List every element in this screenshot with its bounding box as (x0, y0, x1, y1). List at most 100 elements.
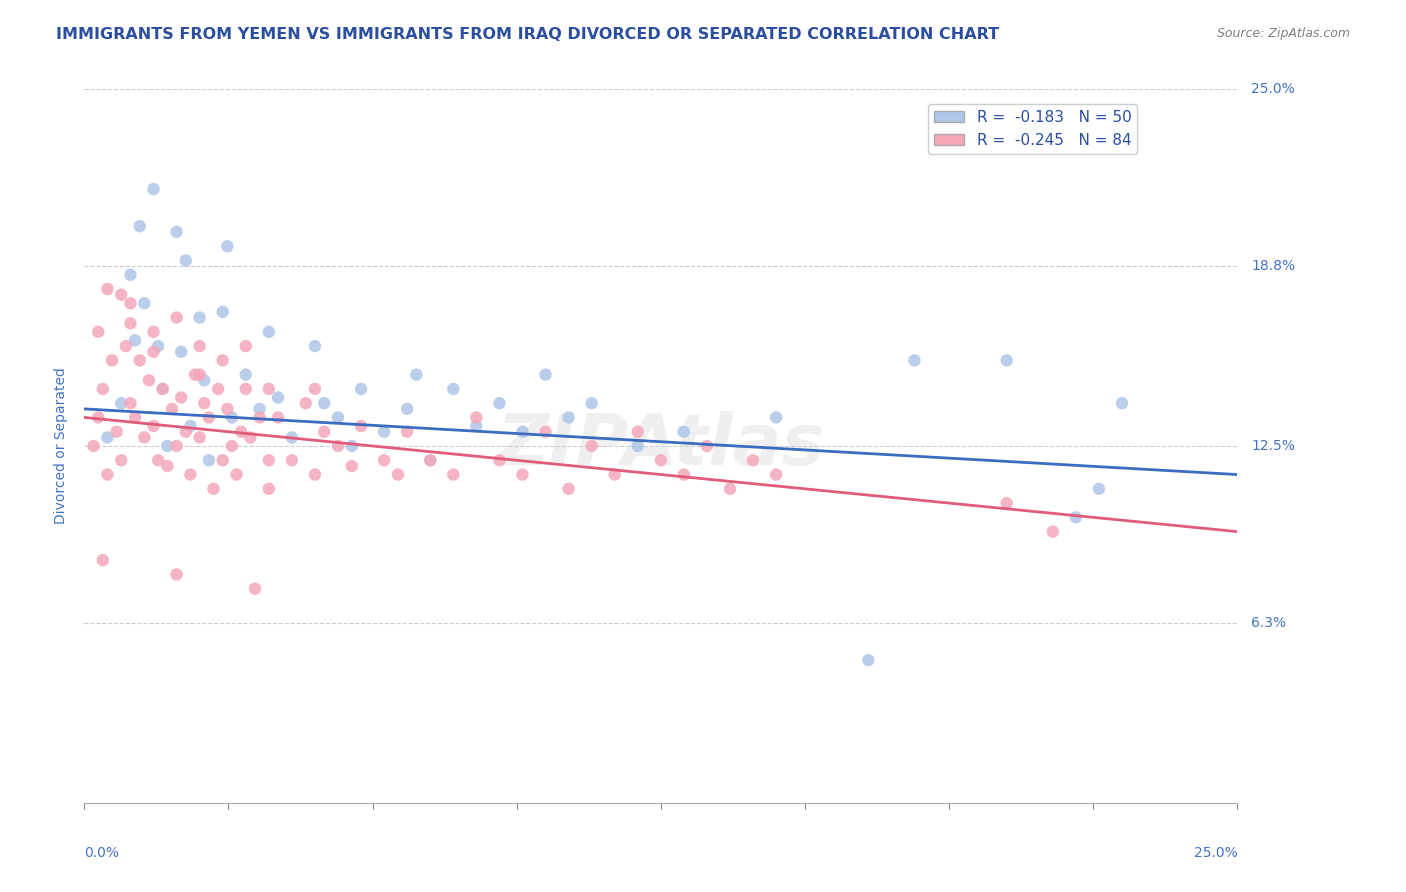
Point (718, 482, 741, 496)
Point (110, 396, 132, 410)
Point (534, 368, 557, 382)
Point (557, 410, 579, 425)
Point (179, 467, 201, 482)
Point (221, 410, 243, 425)
Text: ZIPAtlas: ZIPAtlas (496, 411, 825, 481)
Point (267, 391, 290, 405)
Point (146, 339, 169, 353)
Point (96, 467, 118, 482)
Text: 0.0%: 0.0% (84, 846, 120, 860)
Legend: R =  -0.183   N = 50, R =  -0.245   N = 84: R = -0.183 N = 50, R = -0.245 N = 84 (928, 104, 1137, 153)
Point (202, 482, 225, 496)
Point (174, 425, 197, 439)
Point (387, 467, 409, 482)
Point (152, 382, 174, 396)
Text: 25.0%: 25.0% (1251, 82, 1295, 96)
Point (110, 287, 132, 301)
Point (91, 382, 114, 396)
Point (903, 353, 925, 368)
Point (465, 419, 488, 434)
Point (672, 425, 695, 439)
Point (211, 353, 233, 368)
Point (179, 419, 201, 434)
Point (742, 453, 765, 467)
Point (134, 430, 156, 444)
Point (373, 453, 395, 467)
Point (120, 396, 142, 410)
Point (581, 439, 603, 453)
Point (120, 268, 142, 282)
Point (465, 410, 488, 425)
Point (765, 410, 787, 425)
Point (211, 305, 233, 319)
Point (512, 467, 534, 482)
Point (350, 419, 373, 434)
Point (765, 467, 787, 482)
Point (672, 467, 695, 482)
Point (110, 453, 132, 467)
Point (396, 425, 419, 439)
Point (396, 401, 419, 416)
Y-axis label: Divorced or Separated: Divorced or Separated (55, 368, 69, 524)
Point (441, 467, 464, 482)
Point (603, 467, 626, 482)
Point (105, 425, 128, 439)
Point (235, 382, 257, 396)
Point (304, 339, 326, 353)
Point (124, 410, 146, 425)
Point (512, 425, 534, 439)
Point (198, 453, 221, 467)
Point (231, 425, 253, 439)
Point (142, 182, 165, 196)
Point (627, 439, 650, 453)
Point (419, 453, 441, 467)
Point (142, 419, 165, 434)
Point (207, 382, 229, 396)
Point (160, 401, 183, 416)
Point (170, 344, 193, 359)
Point (146, 453, 169, 467)
Point (170, 391, 193, 405)
Point (174, 253, 197, 268)
Point (314, 425, 336, 439)
Point (239, 430, 262, 444)
Point (134, 296, 156, 310)
Point (156, 439, 179, 453)
Point (373, 425, 395, 439)
Point (225, 467, 247, 482)
Point (696, 439, 718, 453)
Point (249, 410, 271, 425)
Point (350, 382, 373, 396)
Point (91, 553, 114, 567)
Point (488, 396, 510, 410)
Point (405, 368, 427, 382)
Point (166, 567, 188, 582)
Point (138, 373, 160, 387)
Text: Source: ZipAtlas.com: Source: ZipAtlas.com (1216, 27, 1350, 40)
Point (101, 353, 124, 368)
Point (96, 430, 118, 444)
Point (243, 582, 266, 596)
Point (534, 425, 557, 439)
Point (193, 396, 215, 410)
Point (156, 458, 179, 473)
Point (120, 296, 142, 310)
Point (217, 239, 239, 253)
Point (995, 353, 1018, 368)
Point (1042, 524, 1064, 539)
Point (152, 382, 174, 396)
Point (188, 368, 211, 382)
Point (221, 439, 243, 453)
Point (314, 396, 336, 410)
Point (340, 439, 363, 453)
Point (257, 482, 280, 496)
Text: IMMIGRANTS FROM YEMEN VS IMMIGRANTS FROM IRAQ DIVORCED OR SEPARATED CORRELATION : IMMIGRANTS FROM YEMEN VS IMMIGRANTS FROM… (56, 27, 1000, 42)
Point (128, 353, 150, 368)
Point (257, 325, 280, 339)
Point (294, 396, 316, 410)
Point (96, 282, 118, 296)
Point (1111, 396, 1133, 410)
Point (1064, 510, 1087, 524)
Point (128, 219, 150, 234)
Point (488, 453, 510, 467)
